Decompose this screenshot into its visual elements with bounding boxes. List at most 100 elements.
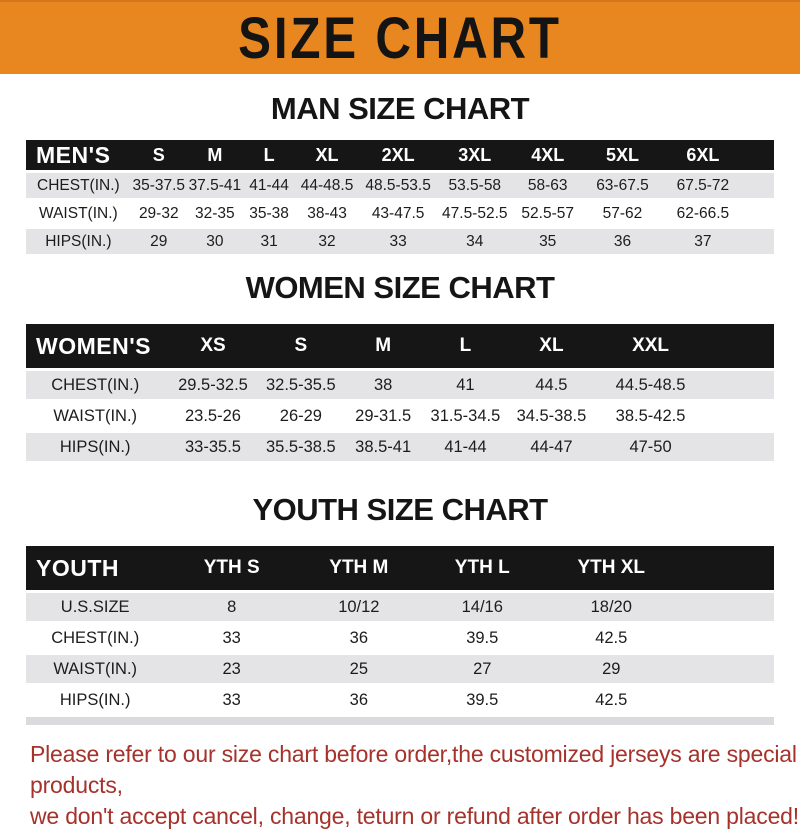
size-value: 47.5-52.5 [442,204,508,222]
size-value: 38 [373,375,393,394]
filler-cell [703,401,774,432]
size-value: 27 [473,659,492,678]
women-size-table: WOMEN'S XS S M L XL XXL CHEST(IN.) 29.5-32.5 32.5… [26,324,774,461]
footer-notice: Please refer to our size chart before or… [30,739,800,832]
table-title: YOUTH [26,546,165,592]
size-value: 23.5-26 [185,406,241,425]
column-header: 5XL [583,140,662,172]
column-header: 4XL [512,140,584,172]
size-value: 62-66.5 [676,204,730,222]
table-row: WAIST(IN.) 29-32 32-35 35-38 38-43 43-47.5 47.… [26,199,774,228]
row-label: CHEST(IN.) [51,628,140,647]
row-label: CHEST(IN.) [51,375,140,394]
size-value: 33 [222,628,241,647]
size-value: 52.5-57 [521,204,574,222]
notice-line-1: Please refer to our size chart before or… [30,741,797,798]
men-size-table: MEN'S S M L XL 2XL 3XL 4XL 5XL 6XL CHEST(IN.) 35-37… [26,140,774,254]
size-value: 38-43 [307,204,347,222]
column-header: YTH S [164,546,299,592]
table-row: WAIST(IN.) 23.5-26 26-29 29-31.5 31.5-34.5 34… [26,400,774,432]
size-value: 14/16 [461,597,503,616]
column-header: 2XL [358,140,438,172]
table-row: HIPS(IN.) 33-35.5 35.5-38.5 38.5-41 41-44 44-… [26,431,774,462]
table-row: HIPS(IN.) 33 36 39.5 42.5 [26,684,774,715]
column-header: L [242,140,296,172]
size-value: 38.5-42.5 [615,406,686,425]
size-value: 44.5-48.5 [615,375,686,394]
size-value: 35 [539,232,557,250]
size-value: 63-67.5 [596,176,649,194]
row-label: HIPS(IN.) [59,437,131,456]
size-value: 39.5 [466,628,499,647]
row-label: HIPS(IN.) [45,232,112,250]
filler-cell [677,685,774,715]
table-row: WAIST(IN.) 23 25 27 29 [26,653,774,685]
filler-cell [703,432,774,462]
size-value: 10/12 [338,597,380,616]
row-label: CHEST(IN.) [37,176,120,194]
size-value: 29 [602,659,621,678]
table-title: MEN'S [26,140,131,172]
filler-cell [676,546,774,592]
size-value: 37 [694,232,712,250]
size-value: 33 [389,232,407,250]
size-value: 38.5-41 [355,437,412,456]
row-label: WAIST(IN.) [53,406,138,425]
column-header: XL [295,140,359,172]
row-label: HIPS(IN.) [59,690,131,709]
section-youth: YOUTH SIZE CHART YOUTH YTH S YTH M YTH L YTH… [0,492,800,725]
size-value: 36 [613,232,632,250]
section-women: WOMEN SIZE CHART WOMEN'S XS S M L XL XXL CHEST(… [0,270,800,461]
size-value: 29 [150,232,168,250]
youth-table-bottom-edge [26,717,774,725]
table-header-row: MEN'S S M L XL 2XL 3XL 4XL 5XL 6XL [26,140,774,172]
column-header: M [186,140,243,172]
column-header: S [261,324,341,370]
column-header: XL [504,324,599,370]
size-value: 32 [318,232,336,250]
banner-title: SIZE CHART [238,5,562,71]
size-value: 31 [260,232,278,250]
size-value: 18/20 [590,597,632,616]
column-header: XS [164,324,262,370]
size-value: 43-47.5 [371,204,425,222]
size-value: 32-35 [195,204,235,222]
table-row: CHEST(IN.) 29.5-32.5 32.5-35.5 38 41 44.5 44.5… [26,369,774,401]
youth-size-table: YOUTH YTH S YTH M YTH L YTH XL U.S.SIZE 8 10/12… [26,546,774,714]
size-value: 44-48.5 [300,176,354,194]
column-header: 6XL [661,140,745,172]
size-value: 34 [466,232,484,250]
filler-cell [677,623,774,654]
size-value: 34.5-38.5 [516,406,587,425]
table-row: U.S.SIZE 8 10/12 14/16 18/20 [26,591,774,623]
size-value: 23 [222,659,241,678]
size-value: 48.5-53.5 [365,176,431,194]
column-header: S [130,140,187,172]
size-value: 44.5 [535,375,568,394]
size-value: 53.5-58 [448,176,502,194]
size-value: 41 [456,375,475,394]
table-row: HIPS(IN.) 29 30 31 32 33 34 35 36 37 [26,227,774,254]
size-value: 35-37.5 [132,176,186,194]
size-value: 25 [349,659,369,678]
size-value: 33 [222,690,241,709]
size-value: 35-38 [249,204,289,222]
size-value: 33-35.5 [185,437,241,456]
column-header: YTH M [299,546,419,592]
men-section-heading: MAN SIZE CHART [270,91,530,126]
column-header: YTH XL [545,546,677,592]
size-value: 32.5-35.5 [266,375,336,394]
size-value: 29.5-32.5 [178,375,248,394]
size-value: 37.5-41 [188,176,242,194]
filler-cell [677,654,774,685]
column-header: 3XL [437,140,513,172]
size-value: 67.5-72 [676,176,730,194]
size-value: 58-63 [527,176,568,194]
column-header: XXL [598,324,703,370]
filler-cell [677,592,774,623]
size-value: 42.5 [595,628,628,647]
row-label: WAIST(IN.) [39,204,118,222]
filler-cell [744,172,774,200]
filler-cell [744,140,774,172]
size-value: 41-44 [444,437,487,456]
